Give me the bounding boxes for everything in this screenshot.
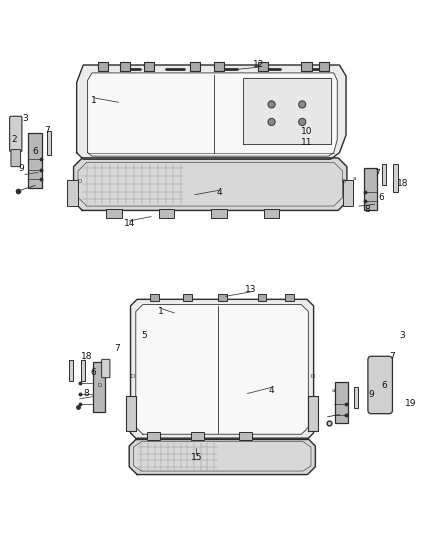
Bar (393, 164, 398, 192)
Text: 2: 2 (11, 135, 17, 144)
Text: 4: 4 (269, 385, 274, 394)
Bar (183, 294, 192, 301)
Text: 19: 19 (405, 399, 417, 408)
Text: 13: 13 (245, 285, 256, 294)
FancyBboxPatch shape (368, 356, 392, 414)
Text: 6: 6 (381, 381, 388, 390)
Text: 7: 7 (389, 352, 395, 361)
Polygon shape (136, 304, 308, 434)
Bar (258, 62, 268, 71)
Text: 8: 8 (84, 389, 90, 398)
Bar (218, 294, 227, 301)
Circle shape (299, 101, 306, 108)
Bar (285, 294, 294, 301)
Text: D: D (97, 383, 102, 388)
Text: 7: 7 (374, 169, 380, 178)
Bar (239, 432, 252, 440)
Bar (335, 382, 348, 423)
Text: 18: 18 (81, 352, 92, 361)
Text: D: D (310, 374, 314, 378)
Text: 6: 6 (378, 193, 384, 202)
Text: 15: 15 (191, 453, 202, 462)
Bar (190, 62, 200, 71)
Text: D: D (342, 179, 346, 183)
Text: 5: 5 (141, 331, 147, 340)
Text: D: D (131, 374, 135, 378)
Bar (47, 131, 51, 155)
Bar (147, 432, 160, 440)
Bar (159, 209, 174, 219)
Polygon shape (88, 73, 337, 156)
Polygon shape (77, 65, 346, 159)
FancyBboxPatch shape (11, 150, 21, 167)
Bar (211, 209, 227, 219)
Bar (120, 62, 130, 71)
Bar (354, 387, 358, 408)
Text: 1: 1 (91, 96, 97, 106)
Text: 7: 7 (114, 344, 120, 353)
Text: 9: 9 (18, 164, 24, 173)
Circle shape (299, 118, 306, 125)
Polygon shape (74, 158, 347, 211)
Bar (319, 62, 329, 71)
Bar (106, 209, 122, 219)
Bar (81, 360, 85, 381)
Text: 10: 10 (301, 127, 312, 136)
Text: 3: 3 (399, 331, 405, 340)
Circle shape (268, 101, 275, 108)
Bar (28, 133, 42, 188)
Text: a: a (352, 176, 356, 181)
Bar (150, 294, 159, 301)
Text: 4: 4 (216, 189, 222, 197)
Text: 1: 1 (158, 306, 164, 316)
Bar (264, 209, 279, 219)
Text: 14: 14 (124, 219, 135, 228)
Polygon shape (243, 78, 331, 144)
Text: 3: 3 (22, 114, 28, 123)
Text: 6: 6 (90, 368, 96, 377)
FancyBboxPatch shape (102, 359, 110, 378)
Bar (126, 395, 136, 431)
Bar (364, 168, 377, 209)
Text: 6: 6 (32, 147, 38, 156)
Text: 7: 7 (44, 126, 50, 135)
FancyBboxPatch shape (10, 116, 22, 152)
Bar (308, 395, 318, 431)
Text: 18: 18 (397, 179, 409, 188)
Bar (98, 62, 108, 71)
Bar (382, 164, 386, 185)
Bar (191, 432, 204, 440)
Bar (67, 180, 78, 206)
Bar (144, 62, 154, 71)
Bar (301, 62, 312, 71)
Text: 11: 11 (301, 139, 312, 148)
Bar (258, 294, 266, 301)
Circle shape (268, 118, 275, 125)
Bar (214, 62, 224, 71)
Bar (93, 361, 105, 412)
Text: a: a (331, 388, 335, 393)
Text: 9: 9 (368, 390, 374, 399)
Bar (343, 180, 353, 206)
Polygon shape (131, 300, 314, 440)
Text: D: D (78, 179, 82, 183)
Text: 12: 12 (253, 60, 264, 69)
Bar (69, 360, 73, 381)
Text: 8: 8 (364, 205, 370, 214)
Polygon shape (129, 438, 315, 474)
